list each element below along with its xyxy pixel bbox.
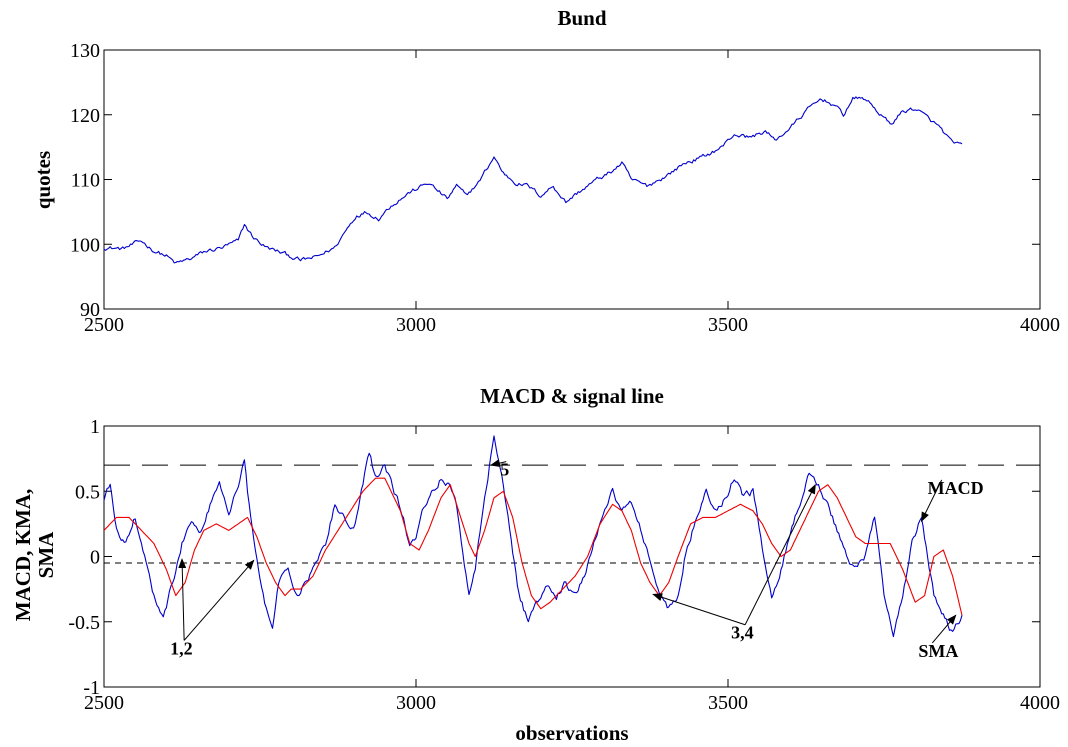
macd-panel: MACD & signal line MACD, KMA, SMA observ… xyxy=(11,384,1060,745)
annotation-arrow xyxy=(652,593,746,626)
macd-x-tick-label: 3000 xyxy=(396,692,436,714)
macd-y-tick-label: -1 xyxy=(83,677,100,699)
macd-y-axis-label-line2: SMA xyxy=(34,531,58,579)
macd-x-tick-label: 2500 xyxy=(84,692,124,714)
bund-plot-frame xyxy=(103,49,1041,310)
macd-series-line-sma xyxy=(103,477,963,616)
bund-x-tick-label: 3500 xyxy=(708,314,748,336)
macd-reference-lines xyxy=(104,464,1040,564)
macd-x-axis-label: observations xyxy=(515,721,628,745)
annotation-arrow xyxy=(178,558,187,641)
macd-axis-ticks: 2500 3000 3500 4000 -1 -0.5 0 0.5 1 xyxy=(68,416,1060,714)
macd-y-tick-label: 0.5 xyxy=(75,481,100,503)
bund-y-tick-label: 110 xyxy=(71,170,100,192)
bund-y-tick-label: 130 xyxy=(70,40,100,62)
bund-y-axis-label: quotes xyxy=(31,151,55,209)
annotation-arrow xyxy=(183,559,255,641)
macd-y-axis-label-line1: MACD, KMA, xyxy=(11,489,35,621)
annotation-arrow xyxy=(744,483,816,625)
annotation-label-macd: MACD xyxy=(928,478,984,498)
macd-series-layer xyxy=(103,435,963,638)
bund-axis-ticks: 2500 3000 3500 4000 90 100 110 120 130 xyxy=(70,40,1060,336)
annotation-label-sma: SMA xyxy=(918,641,958,661)
macd-y-tick-label: 0 xyxy=(90,547,100,569)
macd-series-line-macd xyxy=(103,435,963,638)
bund-series-line-quotes xyxy=(103,96,963,264)
macd-y-tick-label: -0.5 xyxy=(68,612,100,634)
annotation-label-5: 5 xyxy=(500,460,509,480)
bund-y-tick-label: 90 xyxy=(80,299,100,321)
bund-panel: Bund quotes 2500 3000 3500 4000 90 100 110 120 1… xyxy=(31,6,1060,336)
annotation-label-12: 1,2 xyxy=(170,638,193,658)
bund-x-tick-label: 2500 xyxy=(84,314,124,336)
macd-annotations: 5 MACD 1,2 3,4 SMA xyxy=(170,459,984,661)
macd-y-tick-label: 1 xyxy=(90,416,100,438)
bund-chart-title: Bund xyxy=(557,6,606,30)
annotation-arrow xyxy=(920,479,943,523)
annotation-arrow xyxy=(931,614,957,644)
bund-x-tick-label: 4000 xyxy=(1020,314,1060,336)
annotation-arrow xyxy=(489,459,507,468)
macd-x-tick-label: 3500 xyxy=(708,692,748,714)
macd-chart-title: MACD & signal line xyxy=(480,384,664,408)
annotation-label-34: 3,4 xyxy=(731,623,754,643)
bund-series-layer xyxy=(103,96,963,264)
bund-x-tick-label: 3000 xyxy=(396,314,436,336)
bund-y-tick-label: 100 xyxy=(70,234,100,256)
macd-x-tick-label: 4000 xyxy=(1020,692,1060,714)
bund-y-tick-label: 120 xyxy=(70,105,100,127)
